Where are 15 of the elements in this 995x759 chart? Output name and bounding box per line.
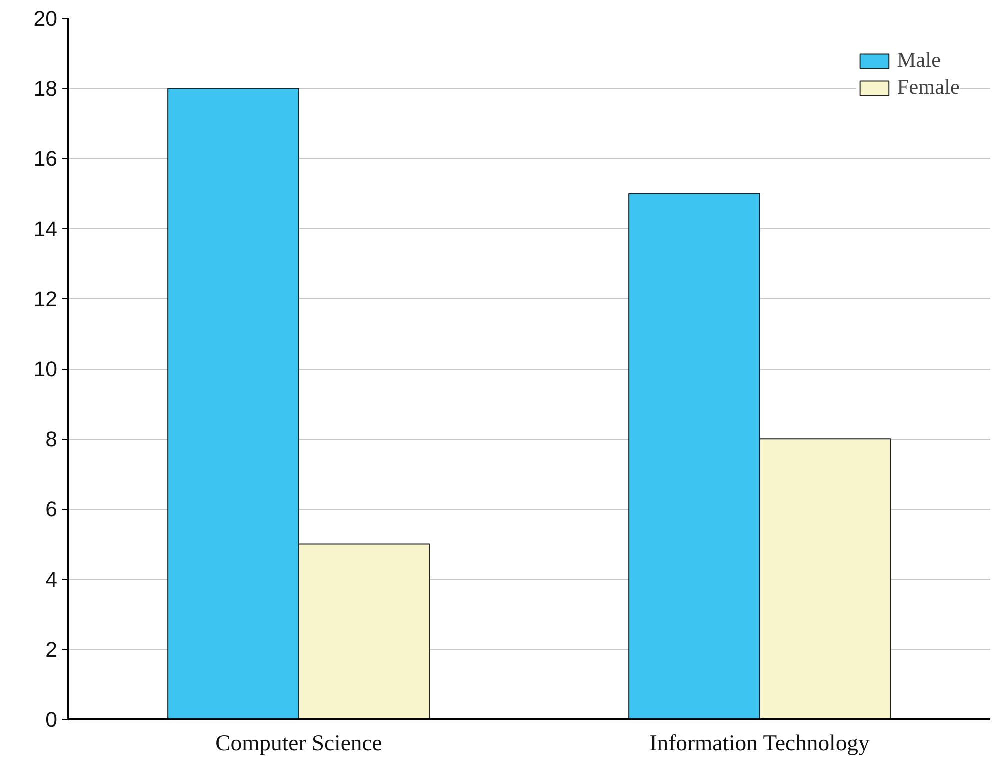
- y-tick-label: 18: [34, 77, 58, 102]
- legend-label: Male: [897, 48, 942, 73]
- y-tick-label: 6: [46, 498, 58, 522]
- y-tick-label: 20: [34, 7, 58, 31]
- y-tick-label: 12: [34, 287, 58, 312]
- y-tick-label: 14: [34, 217, 58, 242]
- x-tick-label: Information Technology: [650, 730, 871, 756]
- y-tick-label: 4: [46, 568, 58, 592]
- y-tick-label: 16: [34, 147, 58, 172]
- y-tick-label: 0: [46, 708, 58, 732]
- y-tick-label: 10: [34, 358, 58, 382]
- y-tick-label: 8: [46, 428, 58, 452]
- legend-label: Female: [897, 75, 960, 100]
- y-tick-label: 2: [46, 638, 58, 662]
- x-tick-label: Computer Science: [216, 730, 382, 756]
